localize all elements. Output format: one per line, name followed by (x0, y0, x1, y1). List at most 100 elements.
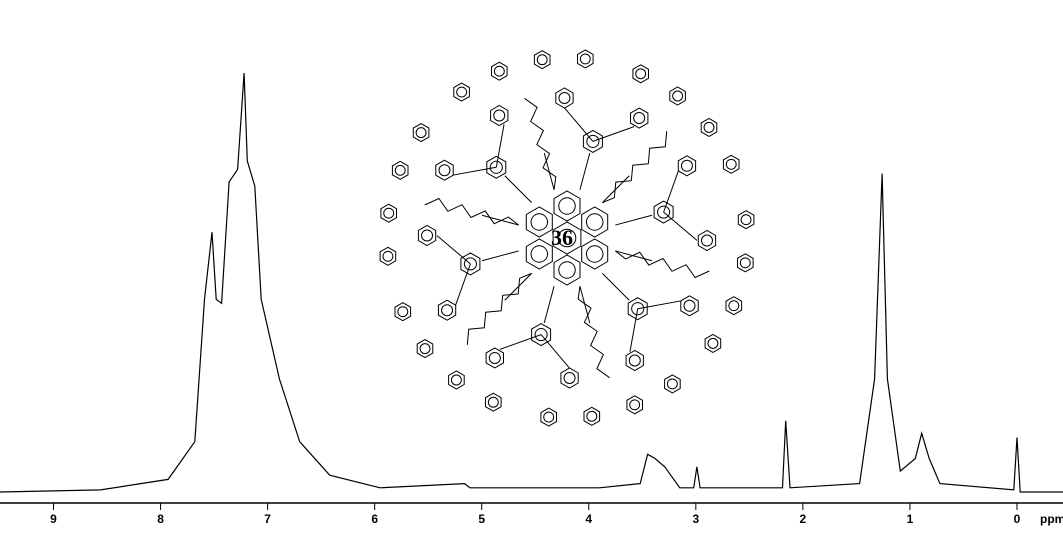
ring (582, 129, 603, 153)
ring (725, 296, 743, 316)
ring-inner (635, 68, 647, 80)
ring-inner (493, 109, 506, 122)
core-ring (552, 221, 582, 255)
ring (533, 50, 551, 70)
arm (615, 250, 653, 262)
arm (592, 126, 635, 142)
ring (630, 107, 649, 129)
ring-inner (383, 207, 395, 219)
core-ring (553, 254, 581, 286)
ring-inner (394, 164, 406, 176)
ring (737, 210, 755, 230)
ring-inner (666, 378, 678, 390)
arm (455, 263, 471, 306)
alkyl-chain (466, 272, 532, 345)
ring (560, 367, 579, 389)
core-ring (581, 238, 609, 270)
ring (540, 407, 557, 427)
arm (453, 166, 497, 176)
ring (437, 299, 457, 321)
x-tick-label: 5 (478, 512, 485, 526)
x-axis-unit: ppm (1040, 512, 1063, 526)
core-ring-inner (558, 197, 576, 215)
ring (485, 392, 502, 412)
x-tick-label: 8 (157, 512, 164, 526)
ring-inner (536, 54, 548, 66)
ring (394, 302, 412, 322)
arm (663, 170, 679, 213)
core-ring (581, 206, 609, 238)
ring-inner (680, 159, 693, 172)
ring-inner (657, 205, 671, 219)
ring-inner (586, 134, 600, 148)
ring (664, 374, 681, 394)
ring (490, 104, 509, 127)
arm (436, 235, 471, 265)
ring-inner (672, 90, 684, 102)
ring-inner (633, 112, 646, 125)
ring (577, 49, 594, 69)
ring-inner (382, 250, 394, 262)
ring (448, 370, 465, 390)
ring-inner (703, 121, 715, 133)
ring (391, 160, 409, 180)
ring-inner (456, 86, 468, 98)
ring (583, 406, 601, 426)
core-ring (525, 238, 553, 270)
ring-inner (707, 337, 719, 349)
arm (504, 273, 532, 301)
ring-inner (450, 374, 462, 386)
arm (543, 286, 555, 324)
x-tick-label: 3 (692, 512, 699, 526)
arm (495, 124, 505, 168)
core-ring-inner (585, 213, 604, 231)
arm (602, 273, 630, 301)
ring (627, 297, 648, 321)
ring-inner (415, 127, 427, 139)
ring (737, 253, 754, 273)
ring-inner (534, 328, 548, 342)
ring-inner (493, 65, 505, 77)
arm (579, 286, 591, 324)
ring (632, 64, 649, 84)
ring-inner (438, 164, 451, 177)
ring-inner (629, 399, 641, 411)
ring (379, 246, 397, 266)
ring (435, 159, 454, 181)
core-ring-inner (530, 245, 549, 263)
ring (531, 323, 552, 347)
ring (412, 123, 430, 143)
ring-inner (543, 411, 555, 423)
ring-inner (728, 300, 740, 312)
ring (653, 200, 674, 224)
arm (615, 214, 653, 226)
core-ring-inner (530, 213, 549, 231)
ring (700, 117, 718, 137)
arm (637, 300, 681, 310)
x-tick-label: 6 (371, 512, 378, 526)
ring-inner (700, 234, 713, 247)
ring (486, 155, 507, 179)
ring (491, 61, 508, 81)
ring-inner (441, 304, 454, 317)
ring (555, 87, 574, 109)
ring-inner (740, 214, 752, 226)
x-tick-label: 2 (800, 512, 807, 526)
ring (680, 295, 699, 317)
arm (602, 175, 630, 203)
ring-inner (631, 302, 645, 316)
ring (625, 349, 644, 372)
alkyl-chain (577, 286, 610, 379)
alkyl-chain (424, 197, 520, 226)
x-tick-label: 9 (50, 512, 57, 526)
ring-inner (397, 306, 409, 318)
ring-inner (489, 160, 503, 174)
x-tick-label: 0 (1014, 512, 1021, 526)
ring (485, 347, 504, 369)
core-ring (525, 206, 553, 238)
ring (677, 155, 697, 177)
ring (669, 86, 686, 106)
arm (481, 214, 519, 226)
arm (543, 152, 555, 190)
